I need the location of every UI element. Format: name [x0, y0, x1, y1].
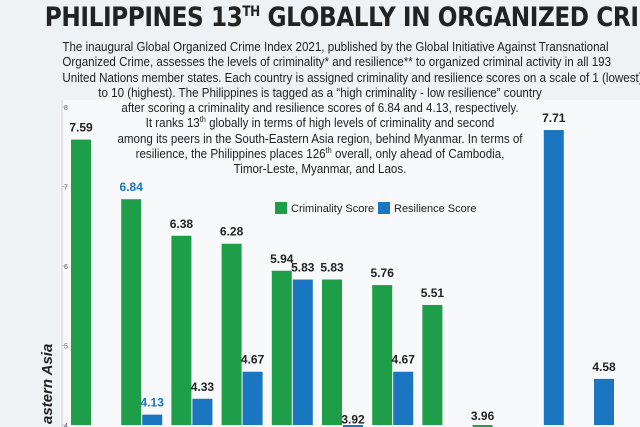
bar [343, 425, 363, 427]
legend-label: Criminality Score [291, 203, 374, 215]
title-sup: TH [242, 4, 260, 20]
bar [543, 130, 564, 425]
description-line: It ranks 13th globally in terms of high … [62, 116, 577, 131]
description-line: The inaugural Global Organized Crime Ind… [62, 40, 609, 54]
value-label: 4.67 [392, 353, 416, 367]
bar [121, 199, 142, 425]
description-line: among its peers in the South-Eastern Asi… [62, 132, 577, 147]
value-label: 3.96 [471, 409, 495, 423]
description-line: after scoring a criminality and resilien… [121, 101, 519, 116]
description: The inaugural Global Organized Crime Ind… [40, 40, 640, 178]
bar [322, 279, 342, 425]
text-part: resilience, the Philippines places 126 [135, 147, 326, 162]
value-label: 5.94 [270, 252, 294, 266]
value-label: 5.83 [320, 261, 344, 275]
value-label: 6.38 [170, 217, 194, 231]
superscript: th [199, 115, 206, 125]
plot-background [60, 100, 640, 427]
legend-label: Resilience Score [394, 203, 477, 215]
title-text: GLOBALLY IN ORGANIZED CRIME LIST [267, 2, 640, 33]
bar [71, 139, 91, 425]
bar [142, 414, 163, 425]
description-line: United Nations member states. Each count… [62, 70, 640, 85]
title: PHILIPPINES 13TH GLOBALLY IN ORGANIZED C… [44, 2, 640, 33]
value-label: 4.58 [592, 360, 616, 374]
bar [292, 279, 313, 425]
description-line: to 10 (highest). The Philippines is tagg… [98, 85, 542, 100]
superscript: th [325, 145, 332, 155]
description-line: resilience, the Philippines places 126th… [62, 145, 577, 162]
value-label: 6.84 [120, 180, 144, 194]
value-label: 5.51 [421, 286, 445, 300]
value-label: 7.59 [69, 121, 93, 135]
description-line: Timor-Leste, Myanmar, and Laos. [62, 162, 577, 177]
text-part: globally in terms of high levels of crim… [205, 116, 495, 131]
value-label: 4.33 [191, 380, 215, 394]
text-part: It ranks 13 [145, 116, 200, 131]
description-line: Organized Crime, assesses the levels of … [62, 55, 612, 70]
bar [242, 371, 263, 425]
value-label: 6.28 [220, 225, 244, 239]
bar [594, 378, 614, 425]
bar [472, 425, 493, 427]
value-label: 3.92 [341, 412, 365, 426]
bar [171, 235, 192, 425]
y-tick-label: 6 [64, 264, 68, 271]
value-label: 5.83 [291, 261, 315, 275]
y-tick-label: 5 [64, 344, 68, 351]
title-text: PHILIPPINES 13 [44, 2, 243, 33]
axis-label: astern Asia [39, 344, 56, 424]
bar [271, 270, 292, 425]
bar [422, 304, 443, 425]
value-label: 5.76 [371, 266, 395, 280]
bar [393, 371, 414, 425]
bar [221, 243, 242, 425]
y-tick-label: 8 [64, 105, 68, 112]
bar [372, 285, 393, 425]
value-label: 4.13 [141, 396, 165, 410]
legend-swatch [378, 202, 390, 214]
y-tick-label: 7 [64, 185, 68, 192]
value-label: 4.67 [241, 353, 265, 367]
bar [192, 398, 213, 425]
text-part: overall, only ahead of Cambodia, [331, 147, 505, 162]
text-part: Timor-Leste, Myanmar, and Laos. [233, 162, 407, 177]
value-label: 7.71 [542, 111, 566, 125]
text-part: among its peers in the South-Eastern Asi… [117, 131, 523, 146]
legend-swatch [275, 202, 287, 214]
